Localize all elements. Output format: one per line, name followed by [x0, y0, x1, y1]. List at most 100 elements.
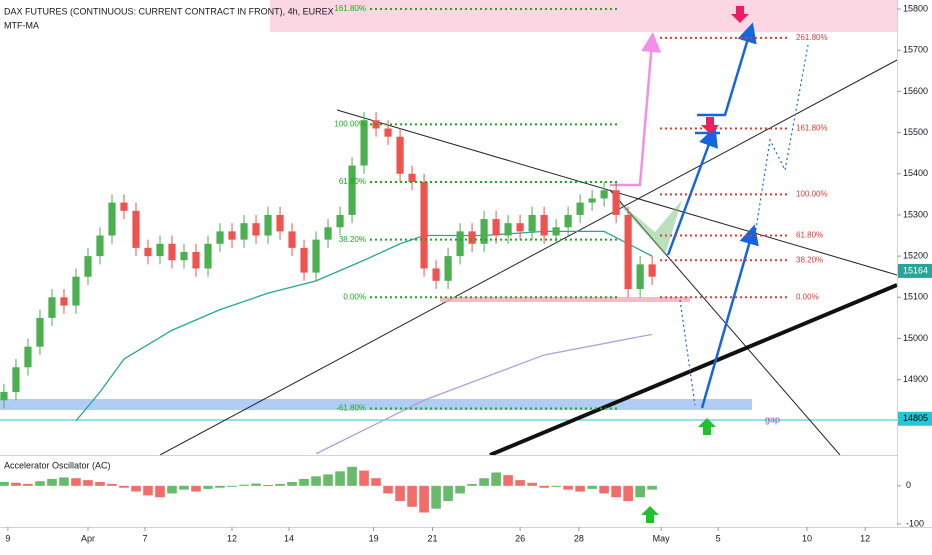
osc-bar	[335, 471, 345, 486]
candle-body	[12, 367, 20, 392]
osc-bar	[623, 485, 633, 502]
up-arrow	[698, 418, 716, 435]
osc-bar	[71, 478, 81, 486]
x-tick-label: May	[653, 533, 671, 543]
candle-body	[468, 231, 476, 244]
projection	[700, 224, 759, 409]
osc-bar	[95, 482, 105, 486]
candle-body	[36, 317, 44, 347]
main-pane	[0, 6, 897, 455]
osc-bar	[0, 482, 9, 486]
osc-bar	[119, 485, 129, 488]
trendline	[489, 283, 897, 455]
candle-body	[636, 264, 644, 290]
price-tag	[898, 263, 932, 278]
fib-label: 61.80%	[339, 177, 366, 186]
osc-bar	[131, 485, 141, 492]
fib-label: 38.20%	[796, 255, 823, 264]
fib-label: -61.80%	[336, 404, 366, 413]
y-tick-label: 14900	[903, 374, 928, 384]
candle-body	[60, 297, 68, 306]
osc-bar	[47, 478, 57, 486]
fib-label: 100.00%	[334, 119, 366, 128]
candle-body	[168, 243, 176, 261]
osc-bar	[587, 485, 597, 489]
x-tick-label: 14	[284, 533, 294, 543]
fib-label: 61.80%	[796, 231, 823, 240]
price-tag-label: 15164	[903, 265, 928, 275]
indicator-name: MTF-MA	[4, 20, 39, 30]
osc-bar	[503, 475, 513, 486]
projection	[679, 299, 696, 406]
y-tick-label: 15200	[903, 250, 928, 260]
osc-bar	[479, 478, 489, 486]
candle-body	[420, 182, 428, 269]
candle-body	[564, 214, 572, 228]
candle-body	[312, 239, 320, 273]
candle-body	[444, 256, 452, 281]
candle-body	[396, 136, 404, 174]
osc-bar	[395, 485, 405, 502]
candle-body	[324, 227, 332, 240]
projection	[697, 22, 757, 117]
candle-body	[216, 231, 224, 244]
y-tick-label: 15000	[903, 333, 928, 343]
candle-body	[108, 202, 116, 236]
osc-bar	[275, 483, 285, 486]
osc-bar	[227, 485, 237, 487]
price-tag-label: 14805	[903, 413, 928, 423]
y-tick-label: 15500	[903, 127, 928, 137]
osc-bar	[443, 485, 453, 502]
candle-body	[204, 243, 212, 269]
candle-body	[408, 173, 416, 182]
candle-body	[144, 247, 152, 257]
osc-bar	[635, 485, 645, 498]
osc-bar	[407, 485, 417, 507]
x-tick-label: 10	[802, 533, 812, 543]
candle-body	[120, 202, 128, 211]
osc-bar	[347, 466, 357, 486]
candle-body	[432, 268, 440, 281]
chart-title: DAX FUTURES (CONTINUOUS: CURRENT CONTRAC…	[4, 6, 334, 16]
osc-bar	[563, 485, 573, 490]
candle-body	[264, 214, 272, 236]
osc-bar	[539, 485, 549, 488]
osc-bar	[551, 485, 561, 487]
osc-bar	[371, 478, 381, 486]
osc-bar	[83, 480, 93, 486]
candle-body	[96, 235, 104, 257]
projection	[754, 44, 809, 236]
candle-body	[84, 256, 92, 277]
osc-bar	[599, 485, 609, 494]
candle-body	[156, 243, 164, 257]
candle-body	[384, 128, 392, 137]
x-tick-label: 9	[5, 533, 10, 543]
base-zone	[440, 297, 690, 302]
projection	[610, 32, 662, 187]
candle-body	[612, 190, 620, 215]
osc-bar	[179, 485, 189, 490]
y-tick-label: 15400	[903, 168, 928, 178]
fib-label: 161.80%	[334, 4, 366, 13]
osc-bar	[419, 485, 429, 513]
osc-bar	[167, 485, 177, 494]
x-tick-label: 28	[574, 533, 584, 543]
x-tick-label: 7	[142, 533, 147, 543]
fib-label: 0.00%	[796, 292, 819, 301]
x-tick-label: 19	[369, 533, 379, 543]
gap-note: gap	[765, 414, 780, 424]
osc-bar	[647, 485, 657, 490]
osc-y-tick-label: -100	[906, 518, 924, 528]
x-tick-label: 21	[427, 533, 437, 543]
candle-body	[528, 214, 536, 232]
osc-bar	[323, 474, 333, 486]
osc-bar	[611, 485, 621, 498]
osc-bar	[239, 484, 249, 486]
candle-body	[0, 392, 8, 401]
osc-bar	[491, 472, 501, 486]
osc-bar	[263, 485, 273, 487]
osc-bar	[215, 485, 225, 488]
osc-bar	[59, 477, 69, 486]
y-tick-label: 15700	[903, 45, 928, 55]
